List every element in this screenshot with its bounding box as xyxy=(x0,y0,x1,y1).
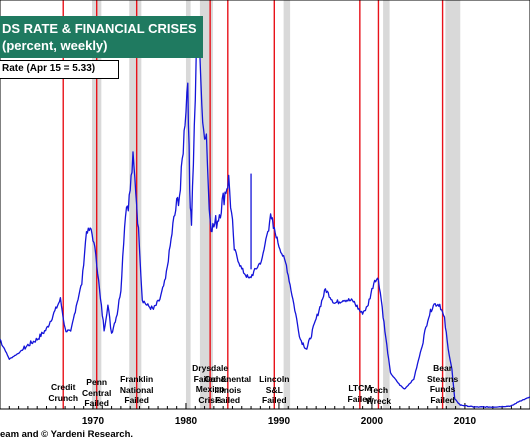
chart-title: DS RATE & FINANCIAL CRISES xyxy=(2,21,197,36)
crisis-lines xyxy=(62,0,444,409)
recession-band xyxy=(283,0,291,409)
crisis-label: Credit Crunch xyxy=(48,382,79,403)
recession-band xyxy=(445,0,461,409)
legend-entry: Rate (Apr 15 = 5.33) xyxy=(2,63,96,74)
recession-band xyxy=(129,0,142,409)
crisis-label: Franklin National Failed xyxy=(119,374,154,405)
crisis-label: Tech Wreck xyxy=(365,385,392,406)
x-tick-label: 2010 xyxy=(454,416,477,427)
crisis-label: Lincoln S&L Failed xyxy=(259,374,290,405)
source-note: eam and © Yardeni Research. xyxy=(0,429,134,440)
crisis-label: Bear Stearns Funds Failed xyxy=(427,363,459,405)
crisis-label: Continental Illinois Failed xyxy=(204,374,252,405)
plot-area xyxy=(0,0,530,410)
recession-shading xyxy=(92,0,461,409)
crisis-label: Drysdale Failed & Mexico Crisis xyxy=(192,363,229,405)
recession-band xyxy=(185,0,191,409)
x-tick-label: 1980 xyxy=(175,416,198,427)
x-tick-label: 1970 xyxy=(82,416,105,427)
recession-band xyxy=(199,0,213,409)
legend-box xyxy=(0,60,119,79)
x-tick-label: 2000 xyxy=(361,416,384,427)
rate-line xyxy=(0,27,530,409)
x-tick-label: 1990 xyxy=(268,416,291,427)
series xyxy=(0,27,530,409)
recession-band xyxy=(383,0,390,409)
x-axis: 1970 1980 1990 2000 2010 xyxy=(0,403,530,427)
crisis-label: Penn Central Failed xyxy=(82,377,112,408)
chart-subtitle: (percent, weekly) xyxy=(2,38,108,53)
title-box xyxy=(0,16,203,58)
crisis-label: LTCM Failed xyxy=(347,383,373,404)
